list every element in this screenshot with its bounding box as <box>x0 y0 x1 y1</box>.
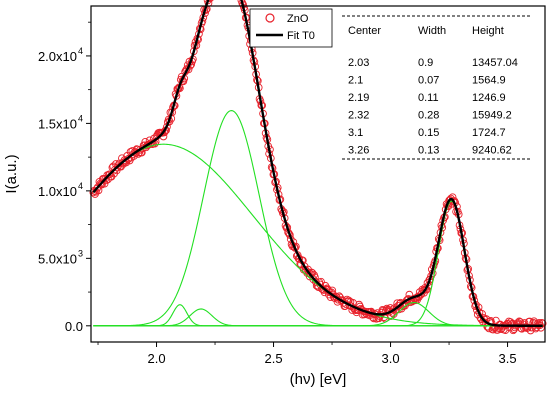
table-cell: 0.15 <box>418 127 439 139</box>
table-cell: 15949.2 <box>472 110 512 122</box>
x-tick-label: 3.0 <box>382 351 400 366</box>
table-cell: 2.03 <box>348 57 369 69</box>
y-tick-label: 1.5x10 <box>38 116 77 131</box>
x-tick-label: 2.0 <box>147 351 165 366</box>
legend-label-zno: ZnO <box>287 13 309 25</box>
y-tick-label: 2.0x10 <box>38 49 77 64</box>
legend: ZnO Fit T0 <box>249 8 333 48</box>
legend-marker-zno <box>265 13 275 23</box>
data-point <box>376 312 384 321</box>
table-header-height: Height <box>472 25 504 37</box>
y-tick-exponent: 4 <box>78 181 83 191</box>
legend-box <box>249 8 333 48</box>
table-body: 2.03 0.9 13457.04 2.1 0.07 1564.9 2.19 0.11 1246… <box>348 57 518 157</box>
table-cell: 0.13 <box>418 145 439 157</box>
x-axis-label: (hν) [eV] <box>290 371 347 388</box>
table-cell: 0.07 <box>418 75 439 87</box>
x-tick-label: 2.5 <box>264 351 282 366</box>
table-cell: 3.1 <box>348 127 363 139</box>
table-header-width: Width <box>418 25 446 37</box>
fit-layer <box>92 0 543 327</box>
data-point <box>206 0 214 3</box>
y-tick-exponent: 4 <box>78 113 83 123</box>
data-point <box>92 185 101 193</box>
table-cell: 0.11 <box>418 92 439 104</box>
y-tick-label: 0.0 <box>65 319 83 334</box>
table-cell: 2.1 <box>348 75 363 87</box>
table-cell: 0.9 <box>418 57 433 69</box>
data-point <box>309 275 318 284</box>
table-cell: 1246.9 <box>472 92 506 104</box>
data-point <box>305 269 313 277</box>
data-point <box>120 156 129 164</box>
fit-curve <box>92 0 543 327</box>
table-cell: 1564.9 <box>472 75 506 87</box>
table-cell: 13457.04 <box>472 57 518 69</box>
table-cell: 2.19 <box>348 92 369 104</box>
table-cell: 1724.7 <box>472 127 506 139</box>
x-axis: 2.0 2.5 3.0 3.5 <box>97 342 517 366</box>
parameter-table: Center Width Height 2.03 0.9 13457.04 2.1 0.… <box>342 15 530 160</box>
table-cell: 3.26 <box>348 145 369 157</box>
y-axis: 0.05.0x10 31.0x10 41.5x10 42.0x10 4 <box>38 21 91 334</box>
data-point <box>537 323 545 332</box>
plot-frame <box>90 5 546 343</box>
y-axis-label: I(a.u.) <box>3 154 20 193</box>
y-tick-exponent: 3 <box>78 248 83 258</box>
legend-label-fit: Fit T0 <box>287 30 315 42</box>
y-tick-label: 1.0x10 <box>38 184 77 199</box>
y-tick-label: 5.0x10 <box>38 251 77 266</box>
table-cell: 0.28 <box>418 110 439 122</box>
table-header-center: Center <box>348 25 381 37</box>
table-cell: 2.32 <box>348 110 369 122</box>
table-cell: 9240.62 <box>472 145 512 157</box>
y-tick-exponent: 4 <box>78 46 83 56</box>
x-tick-label: 3.5 <box>499 351 517 366</box>
gaussian-components <box>92 110 543 327</box>
